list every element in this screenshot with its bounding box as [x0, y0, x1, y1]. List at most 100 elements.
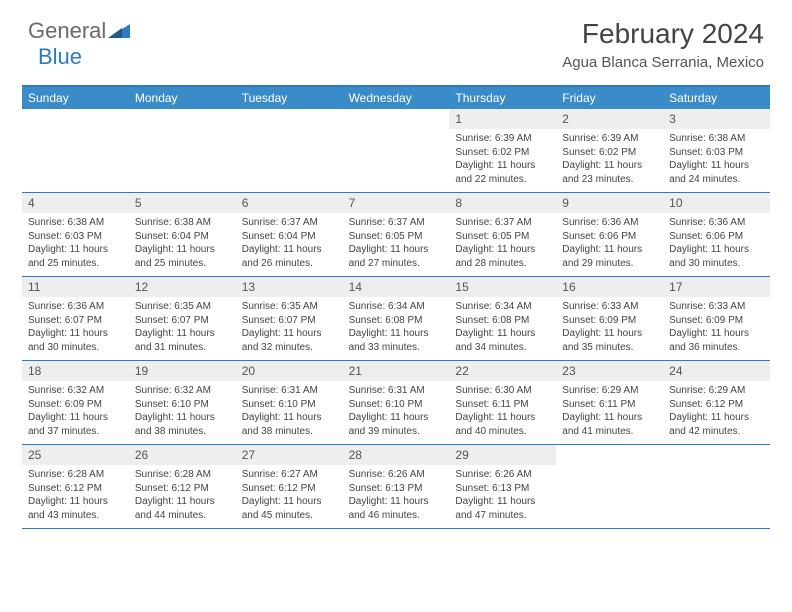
day-number-cell: 8 — [449, 193, 556, 213]
sunrise-line: Sunrise: 6:33 AM — [562, 300, 657, 314]
sunset-line: Sunset: 6:12 PM — [669, 398, 764, 412]
sunrise-line: Sunrise: 6:28 AM — [135, 468, 230, 482]
day-number-cell: 15 — [449, 277, 556, 297]
sunset-line: Sunset: 6:03 PM — [28, 230, 123, 244]
sunset-line: Sunset: 6:13 PM — [349, 482, 444, 496]
sunrise-line: Sunrise: 6:29 AM — [562, 384, 657, 398]
sunset-line: Sunset: 6:02 PM — [562, 146, 657, 160]
sunrise-line: Sunrise: 6:38 AM — [669, 132, 764, 146]
day-content-cell: Sunrise: 6:30 AMSunset: 6:11 PMDaylight:… — [449, 381, 556, 444]
day-number-cell — [663, 445, 770, 465]
day-content-cell: Sunrise: 6:37 AMSunset: 6:05 PMDaylight:… — [343, 213, 450, 276]
sunset-line: Sunset: 6:11 PM — [455, 398, 550, 412]
day-content-cell: Sunrise: 6:39 AMSunset: 6:02 PMDaylight:… — [556, 129, 663, 192]
day-content-cell — [663, 465, 770, 528]
sunrise-line: Sunrise: 6:31 AM — [242, 384, 337, 398]
sunset-line: Sunset: 6:11 PM — [562, 398, 657, 412]
sunrise-line: Sunrise: 6:36 AM — [562, 216, 657, 230]
sunrise-line: Sunrise: 6:37 AM — [242, 216, 337, 230]
day-content-cell: Sunrise: 6:37 AMSunset: 6:05 PMDaylight:… — [449, 213, 556, 276]
week-row: 11121314151617Sunrise: 6:36 AMSunset: 6:… — [22, 277, 770, 361]
sunset-line: Sunset: 6:13 PM — [455, 482, 550, 496]
sunrise-line: Sunrise: 6:26 AM — [455, 468, 550, 482]
sunrise-line: Sunrise: 6:36 AM — [28, 300, 123, 314]
day-content-cell — [236, 129, 343, 192]
sunset-line: Sunset: 6:09 PM — [669, 314, 764, 328]
day-number-cell: 23 — [556, 361, 663, 381]
sunset-line: Sunset: 6:10 PM — [135, 398, 230, 412]
daylight-line: Daylight: 11 hours and 40 minutes. — [455, 411, 550, 438]
day-content-cell — [556, 465, 663, 528]
day-number-cell: 14 — [343, 277, 450, 297]
day-content-cell: Sunrise: 6:35 AMSunset: 6:07 PMDaylight:… — [236, 297, 343, 360]
day-number-cell: 11 — [22, 277, 129, 297]
sunrise-line: Sunrise: 6:36 AM — [669, 216, 764, 230]
day-content-cell: Sunrise: 6:28 AMSunset: 6:12 PMDaylight:… — [129, 465, 236, 528]
day-content-cell: Sunrise: 6:36 AMSunset: 6:06 PMDaylight:… — [663, 213, 770, 276]
sunrise-line: Sunrise: 6:32 AM — [28, 384, 123, 398]
title-block: February 2024 Agua Blanca Serrania, Mexi… — [562, 18, 764, 71]
daylight-line: Daylight: 11 hours and 38 minutes. — [242, 411, 337, 438]
sunrise-line: Sunrise: 6:39 AM — [562, 132, 657, 146]
daylight-line: Daylight: 11 hours and 31 minutes. — [135, 327, 230, 354]
daylight-line: Daylight: 11 hours and 38 minutes. — [135, 411, 230, 438]
day-number-cell: 19 — [129, 361, 236, 381]
day-content-cell: Sunrise: 6:26 AMSunset: 6:13 PMDaylight:… — [449, 465, 556, 528]
sunrise-line: Sunrise: 6:28 AM — [28, 468, 123, 482]
logo: General — [28, 18, 130, 44]
daylight-line: Daylight: 11 hours and 30 minutes. — [28, 327, 123, 354]
weekday-header-row: SundayMondayTuesdayWednesdayThursdayFrid… — [22, 87, 770, 109]
sunrise-line: Sunrise: 6:29 AM — [669, 384, 764, 398]
day-number-cell — [22, 109, 129, 129]
daylight-line: Daylight: 11 hours and 39 minutes. — [349, 411, 444, 438]
daylight-line: Daylight: 11 hours and 26 minutes. — [242, 243, 337, 270]
day-number-cell: 16 — [556, 277, 663, 297]
sunrise-line: Sunrise: 6:39 AM — [455, 132, 550, 146]
sunset-line: Sunset: 6:12 PM — [242, 482, 337, 496]
daylight-line: Daylight: 11 hours and 36 minutes. — [669, 327, 764, 354]
sunset-line: Sunset: 6:08 PM — [455, 314, 550, 328]
sunrise-line: Sunrise: 6:38 AM — [28, 216, 123, 230]
day-number-cell — [236, 109, 343, 129]
sunset-line: Sunset: 6:09 PM — [562, 314, 657, 328]
day-number-cell: 27 — [236, 445, 343, 465]
sunset-line: Sunset: 6:10 PM — [242, 398, 337, 412]
day-number-cell: 1 — [449, 109, 556, 129]
day-number-cell: 26 — [129, 445, 236, 465]
logo-text-general: General — [28, 18, 106, 44]
day-number-cell: 12 — [129, 277, 236, 297]
week-row: 18192021222324Sunrise: 6:32 AMSunset: 6:… — [22, 361, 770, 445]
week-row: 2526272829Sunrise: 6:28 AMSunset: 6:12 P… — [22, 445, 770, 529]
daylight-line: Daylight: 11 hours and 34 minutes. — [455, 327, 550, 354]
day-number-cell: 20 — [236, 361, 343, 381]
daylight-line: Daylight: 11 hours and 25 minutes. — [28, 243, 123, 270]
day-content-cell: Sunrise: 6:29 AMSunset: 6:12 PMDaylight:… — [663, 381, 770, 444]
daylight-line: Daylight: 11 hours and 41 minutes. — [562, 411, 657, 438]
daylight-line: Daylight: 11 hours and 24 minutes. — [669, 159, 764, 186]
daylight-line: Daylight: 11 hours and 27 minutes. — [349, 243, 444, 270]
day-number-cell: 6 — [236, 193, 343, 213]
month-title: February 2024 — [562, 18, 764, 50]
weekday-header: Sunday — [22, 87, 129, 109]
day-number-cell: 29 — [449, 445, 556, 465]
day-number-cell: 2 — [556, 109, 663, 129]
day-content-cell: Sunrise: 6:36 AMSunset: 6:07 PMDaylight:… — [22, 297, 129, 360]
day-number-cell: 25 — [22, 445, 129, 465]
day-content-cell: Sunrise: 6:34 AMSunset: 6:08 PMDaylight:… — [449, 297, 556, 360]
sunset-line: Sunset: 6:06 PM — [669, 230, 764, 244]
sunset-line: Sunset: 6:04 PM — [242, 230, 337, 244]
day-number-cell: 22 — [449, 361, 556, 381]
sunset-line: Sunset: 6:05 PM — [455, 230, 550, 244]
sunset-line: Sunset: 6:12 PM — [28, 482, 123, 496]
sunset-line: Sunset: 6:09 PM — [28, 398, 123, 412]
daylight-line: Daylight: 11 hours and 42 minutes. — [669, 411, 764, 438]
daylight-line: Daylight: 11 hours and 28 minutes. — [455, 243, 550, 270]
day-content-cell: Sunrise: 6:31 AMSunset: 6:10 PMDaylight:… — [343, 381, 450, 444]
sunset-line: Sunset: 6:07 PM — [135, 314, 230, 328]
sunset-line: Sunset: 6:06 PM — [562, 230, 657, 244]
sunrise-line: Sunrise: 6:33 AM — [669, 300, 764, 314]
day-content-cell: Sunrise: 6:38 AMSunset: 6:03 PMDaylight:… — [663, 129, 770, 192]
daylight-line: Daylight: 11 hours and 47 minutes. — [455, 495, 550, 522]
day-content-cell: Sunrise: 6:31 AMSunset: 6:10 PMDaylight:… — [236, 381, 343, 444]
week-row: 45678910Sunrise: 6:38 AMSunset: 6:03 PMD… — [22, 193, 770, 277]
